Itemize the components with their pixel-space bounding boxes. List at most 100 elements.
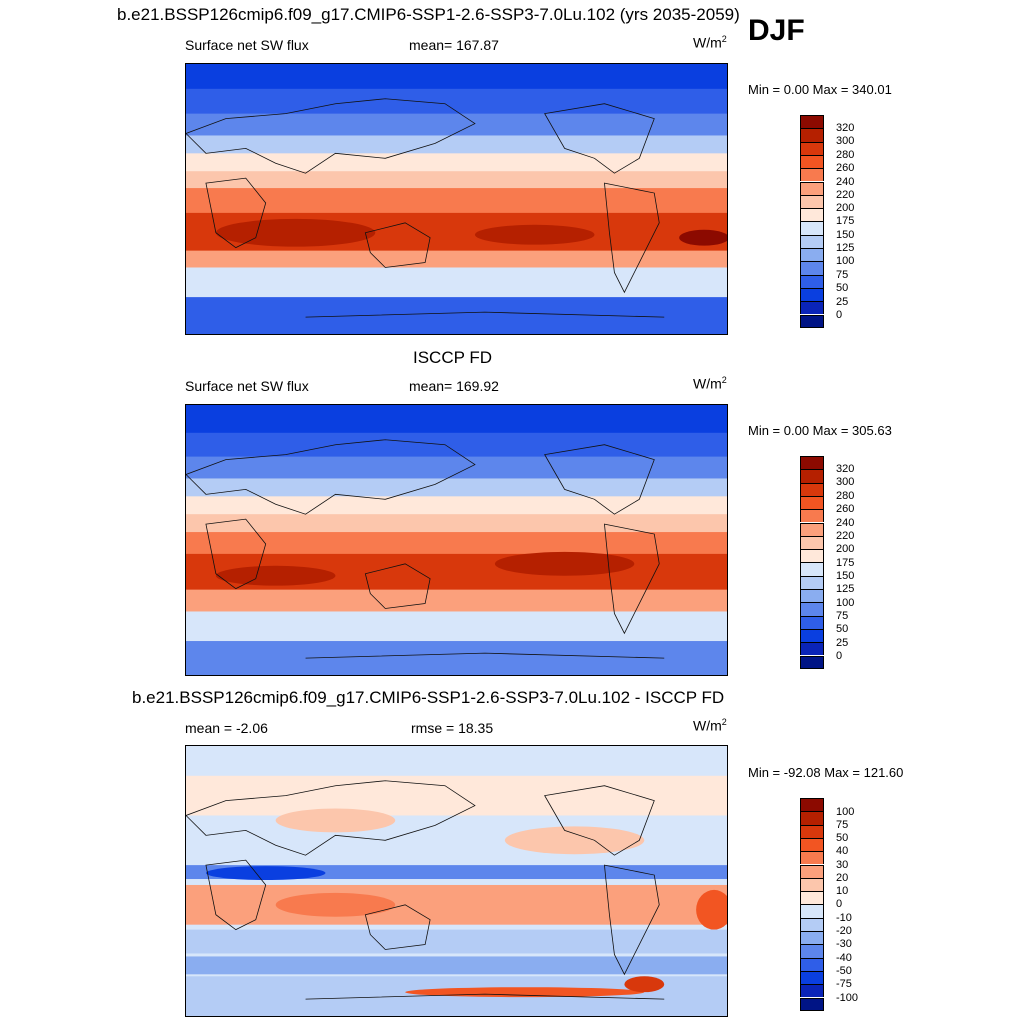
panel1-cb-label: 25 [836, 296, 849, 308]
colorbar-swatch [800, 495, 824, 510]
panel2-cb-label: 280 [836, 490, 855, 502]
colorbar-swatch [800, 837, 824, 852]
panel2-variable-label: Surface net SW flux [185, 378, 309, 394]
colorbar-swatch [800, 115, 824, 129]
panel3-cb-label: 40 [836, 845, 849, 857]
panel3-cb-label: 50 [836, 832, 849, 844]
colorbar-swatch [800, 314, 824, 328]
colorbar-swatch [800, 456, 824, 470]
panel2-cb-label: 150 [836, 570, 855, 582]
panel1-cb-label: 100 [836, 255, 855, 267]
panel1-cb-label: 300 [836, 135, 855, 147]
panel2-cb-label: 25 [836, 637, 849, 649]
panel3-colorbar [800, 798, 824, 1011]
panel1-mean-label: mean= 167.87 [409, 37, 499, 53]
colorbar-swatch [800, 851, 824, 865]
colorbar-swatch [800, 917, 824, 931]
panel3-minmax: Min = -92.08 Max = 121.60 [748, 765, 904, 780]
panel1-cb-label: 0 [836, 309, 843, 321]
colorbar-swatch [800, 208, 824, 222]
panel3-cb-label: -100 [836, 992, 859, 1004]
colorbar-swatch [800, 970, 824, 985]
colorbar-swatch [800, 944, 824, 958]
panel3-cb-label: -20 [836, 925, 852, 937]
colorbar-swatch [800, 469, 824, 483]
panel3-title: b.e21.BSSP126cmip6.f09_g17.CMIP6-SSP1-2.… [132, 688, 725, 707]
colorbar-swatch [800, 798, 824, 812]
panel3-mean-label: mean = -2.06 [185, 720, 268, 736]
colorbar-swatch [800, 234, 824, 248]
colorbar-swatch [800, 509, 824, 523]
colorbar-swatch [800, 997, 824, 1011]
panel3-cb-label: -40 [836, 952, 852, 964]
panel1-cb-label: 75 [836, 269, 849, 281]
panel1-title: b.e21.BSSP126cmip6.f09_g17.CMIP6-SSP1-2.… [117, 5, 740, 24]
panel3-cb-label: 0 [836, 898, 843, 910]
colorbar-swatch [800, 535, 824, 550]
panel3-cb-label: -10 [836, 912, 852, 924]
panel1-cb-label: 50 [836, 282, 849, 294]
panel3-units: W/m2 [693, 717, 727, 734]
panel1-units: W/m2 [693, 34, 727, 51]
panel2-cb-label: 100 [836, 597, 855, 609]
colorbar-swatch [800, 301, 824, 315]
panel1-cb-label: 220 [836, 189, 855, 201]
colorbar-swatch [800, 549, 824, 563]
panel3-cb-label: -50 [836, 965, 852, 977]
panel3-cb-label: 30 [836, 859, 849, 871]
panel2-cb-label: 220 [836, 530, 855, 542]
panel2-minmax: Min = 0.00 Max = 305.63 [748, 423, 892, 438]
panel2-cb-label: 0 [836, 650, 843, 662]
panel2-mean-label: mean= 169.92 [409, 378, 499, 394]
colorbar-swatch [800, 655, 824, 669]
panel2-colorbar [800, 456, 824, 669]
colorbar-swatch [800, 957, 824, 971]
panel1-cb-label: 125 [836, 242, 855, 254]
panel2-map [185, 404, 728, 676]
colorbar-swatch [800, 628, 824, 643]
colorbar-swatch [800, 482, 824, 496]
panel3-cb-label: 100 [836, 806, 855, 818]
panel1-cb-label: 280 [836, 149, 855, 161]
panel2-cb-label: 125 [836, 583, 855, 595]
panel2-cb-label: 260 [836, 503, 855, 515]
colorbar-swatch [800, 891, 824, 905]
colorbar-swatch [800, 602, 824, 616]
colorbar-swatch [800, 642, 824, 656]
panel3-cb-label: 75 [836, 819, 849, 831]
panel1-cb-label: 240 [836, 176, 855, 188]
colorbar-swatch [800, 615, 824, 629]
panel1-minmax: Min = 0.00 Max = 340.01 [748, 82, 892, 97]
panel1-cb-label: 320 [836, 122, 855, 134]
panel2-cb-label: 240 [836, 517, 855, 529]
colorbar-swatch [800, 984, 824, 998]
season-label: DJF [748, 14, 805, 47]
panel1-colorbar [800, 115, 824, 328]
panel2-cb-label: 200 [836, 543, 855, 555]
colorbar-swatch [800, 575, 824, 589]
colorbar-swatch [800, 194, 824, 209]
panel2-cb-label: 50 [836, 623, 849, 635]
colorbar-swatch [800, 141, 824, 155]
panel3-map [185, 745, 728, 1017]
panel1-cb-label: 200 [836, 202, 855, 214]
colorbar-swatch [800, 904, 824, 918]
colorbar-swatch [800, 154, 824, 169]
panel3-cb-label: 20 [836, 872, 849, 884]
panel2-units: W/m2 [693, 375, 727, 392]
panel3-rmse-label: rmse = 18.35 [411, 720, 494, 736]
panel2-cb-label: 75 [836, 610, 849, 622]
colorbar-swatch [800, 287, 824, 302]
colorbar-swatch [800, 562, 824, 576]
panel1-variable-label: Surface net SW flux [185, 37, 309, 53]
colorbar-swatch [800, 261, 824, 275]
colorbar-swatch [800, 274, 824, 288]
panel2-cb-label: 300 [836, 476, 855, 488]
panel3-cb-label: -75 [836, 978, 852, 990]
colorbar-swatch [800, 811, 824, 825]
panel3-cb-label: 10 [836, 885, 849, 897]
panel1-cb-label: 175 [836, 215, 855, 227]
colorbar-swatch [800, 221, 824, 235]
colorbar-swatch [800, 168, 824, 182]
colorbar-swatch [800, 931, 824, 945]
